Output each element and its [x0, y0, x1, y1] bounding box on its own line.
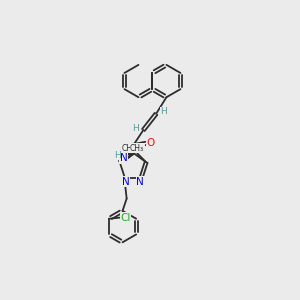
Text: H: H — [160, 107, 167, 116]
Text: O: O — [147, 138, 155, 148]
Text: H: H — [133, 124, 139, 133]
Text: CH₃: CH₃ — [130, 144, 144, 153]
Text: H: H — [114, 151, 121, 160]
Text: N: N — [120, 153, 128, 164]
Text: N: N — [122, 177, 130, 187]
Text: CH₃: CH₃ — [122, 144, 136, 153]
Text: N: N — [136, 177, 144, 187]
Text: Cl: Cl — [120, 213, 131, 223]
